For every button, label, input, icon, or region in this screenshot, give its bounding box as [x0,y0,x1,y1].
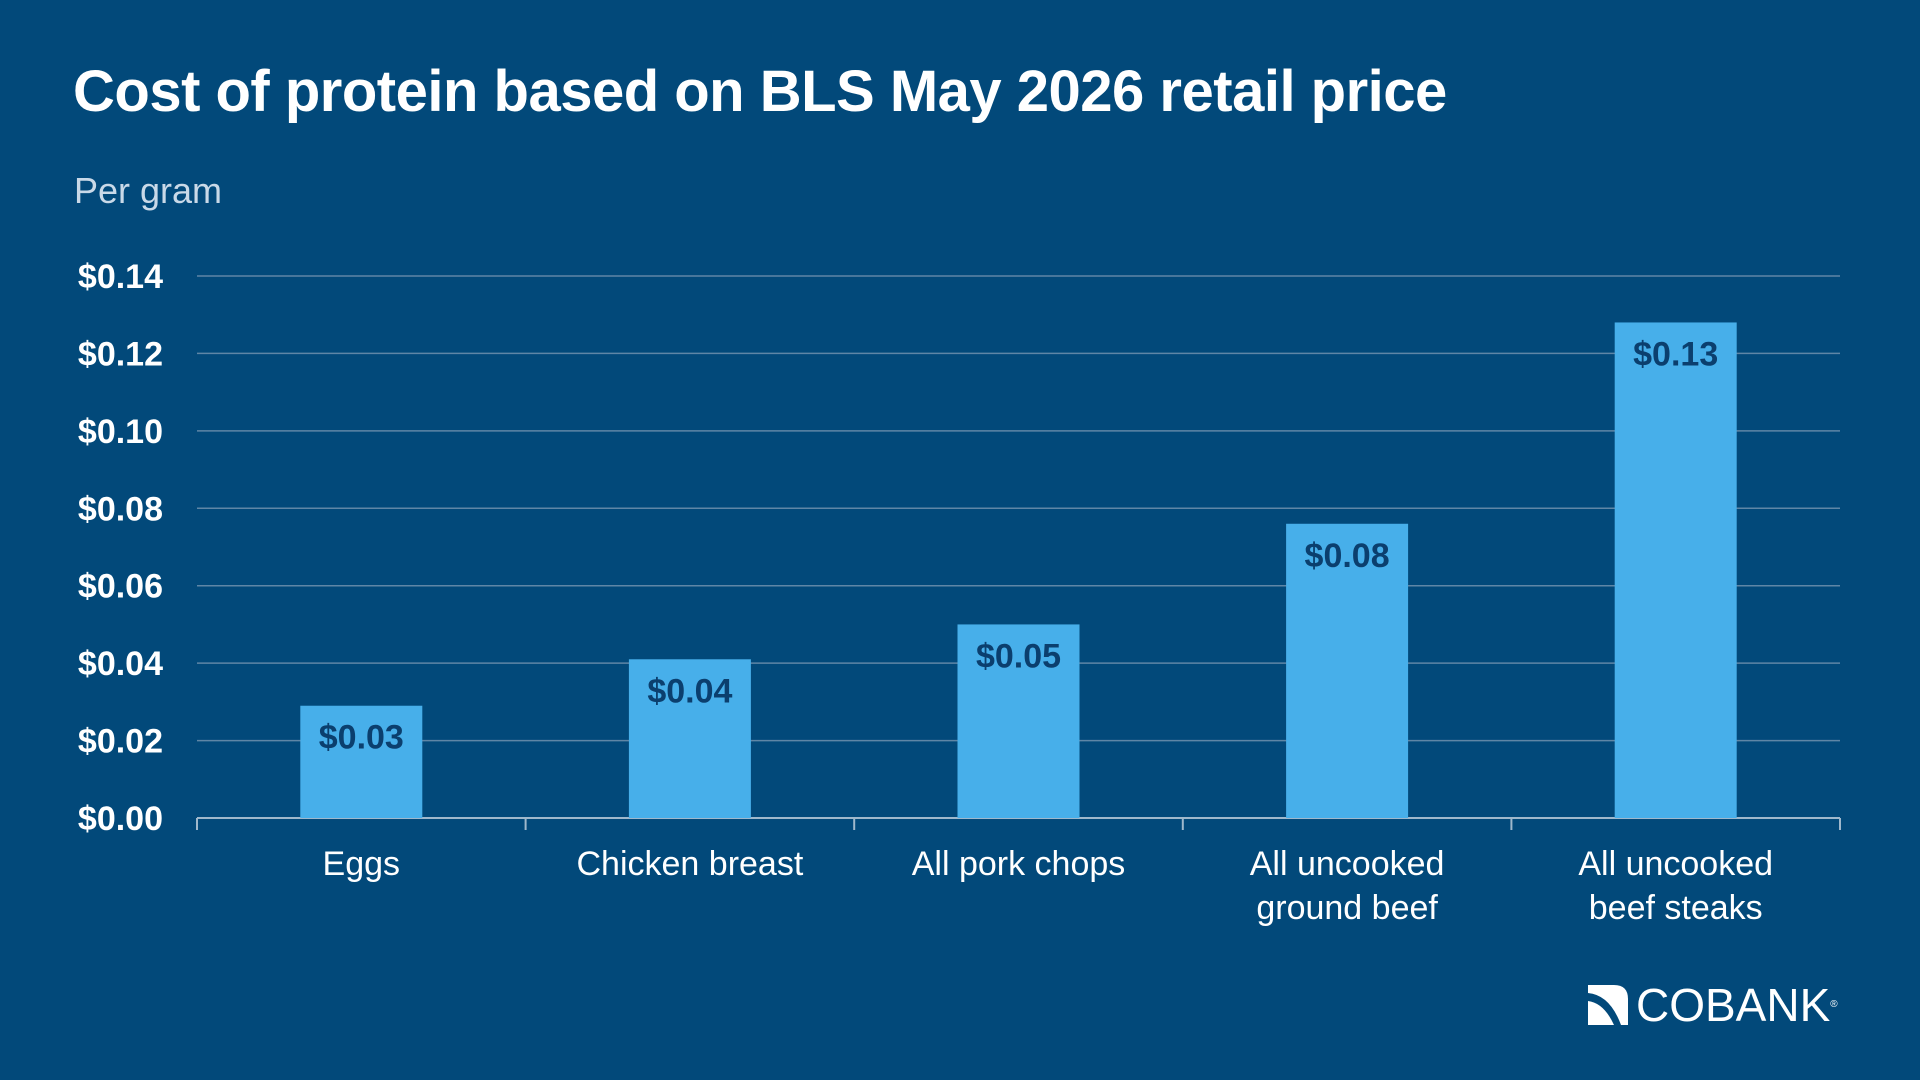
cobank-logo: COBANK® [1588,982,1838,1028]
bar [957,624,1080,818]
x-tick-label: Chicken breast [577,845,804,883]
y-tick-label: $0.10 [78,413,163,451]
bar-data-label: $0.05 [976,637,1061,675]
cobank-logo-text: COBANK® [1636,979,1838,1031]
cobank-logo-icon [1588,985,1628,1025]
bar-data-label: $0.03 [319,719,404,757]
x-tick-label: beef steaks [1589,889,1763,927]
bar-data-label: $0.08 [1305,537,1390,575]
y-tick-label: $0.08 [78,490,163,528]
chart-title: Cost of protein based on BLS May 2026 re… [73,59,1447,124]
x-tick-label: All uncooked [1250,845,1445,883]
bar [300,705,423,818]
y-tick-label: $0.14 [78,258,163,296]
y-tick-label: $0.02 [78,723,163,761]
y-tick-label: $0.00 [78,800,163,838]
y-tick-label: $0.04 [78,645,163,683]
bar [628,659,751,818]
x-tick-label: All pork chops [912,845,1126,883]
bar-data-label: $0.13 [1633,335,1718,373]
y-tick-label: $0.12 [78,335,163,373]
x-tick-label: All uncooked [1578,845,1773,883]
bar [1286,523,1409,818]
bar [1614,322,1737,818]
y-tick-label: $0.06 [78,568,163,606]
chart-subtitle: Per gram [74,170,223,211]
x-tick-label: Eggs [323,845,401,883]
x-tick-label: ground beef [1256,889,1438,927]
bar-data-label: $0.04 [647,672,732,710]
